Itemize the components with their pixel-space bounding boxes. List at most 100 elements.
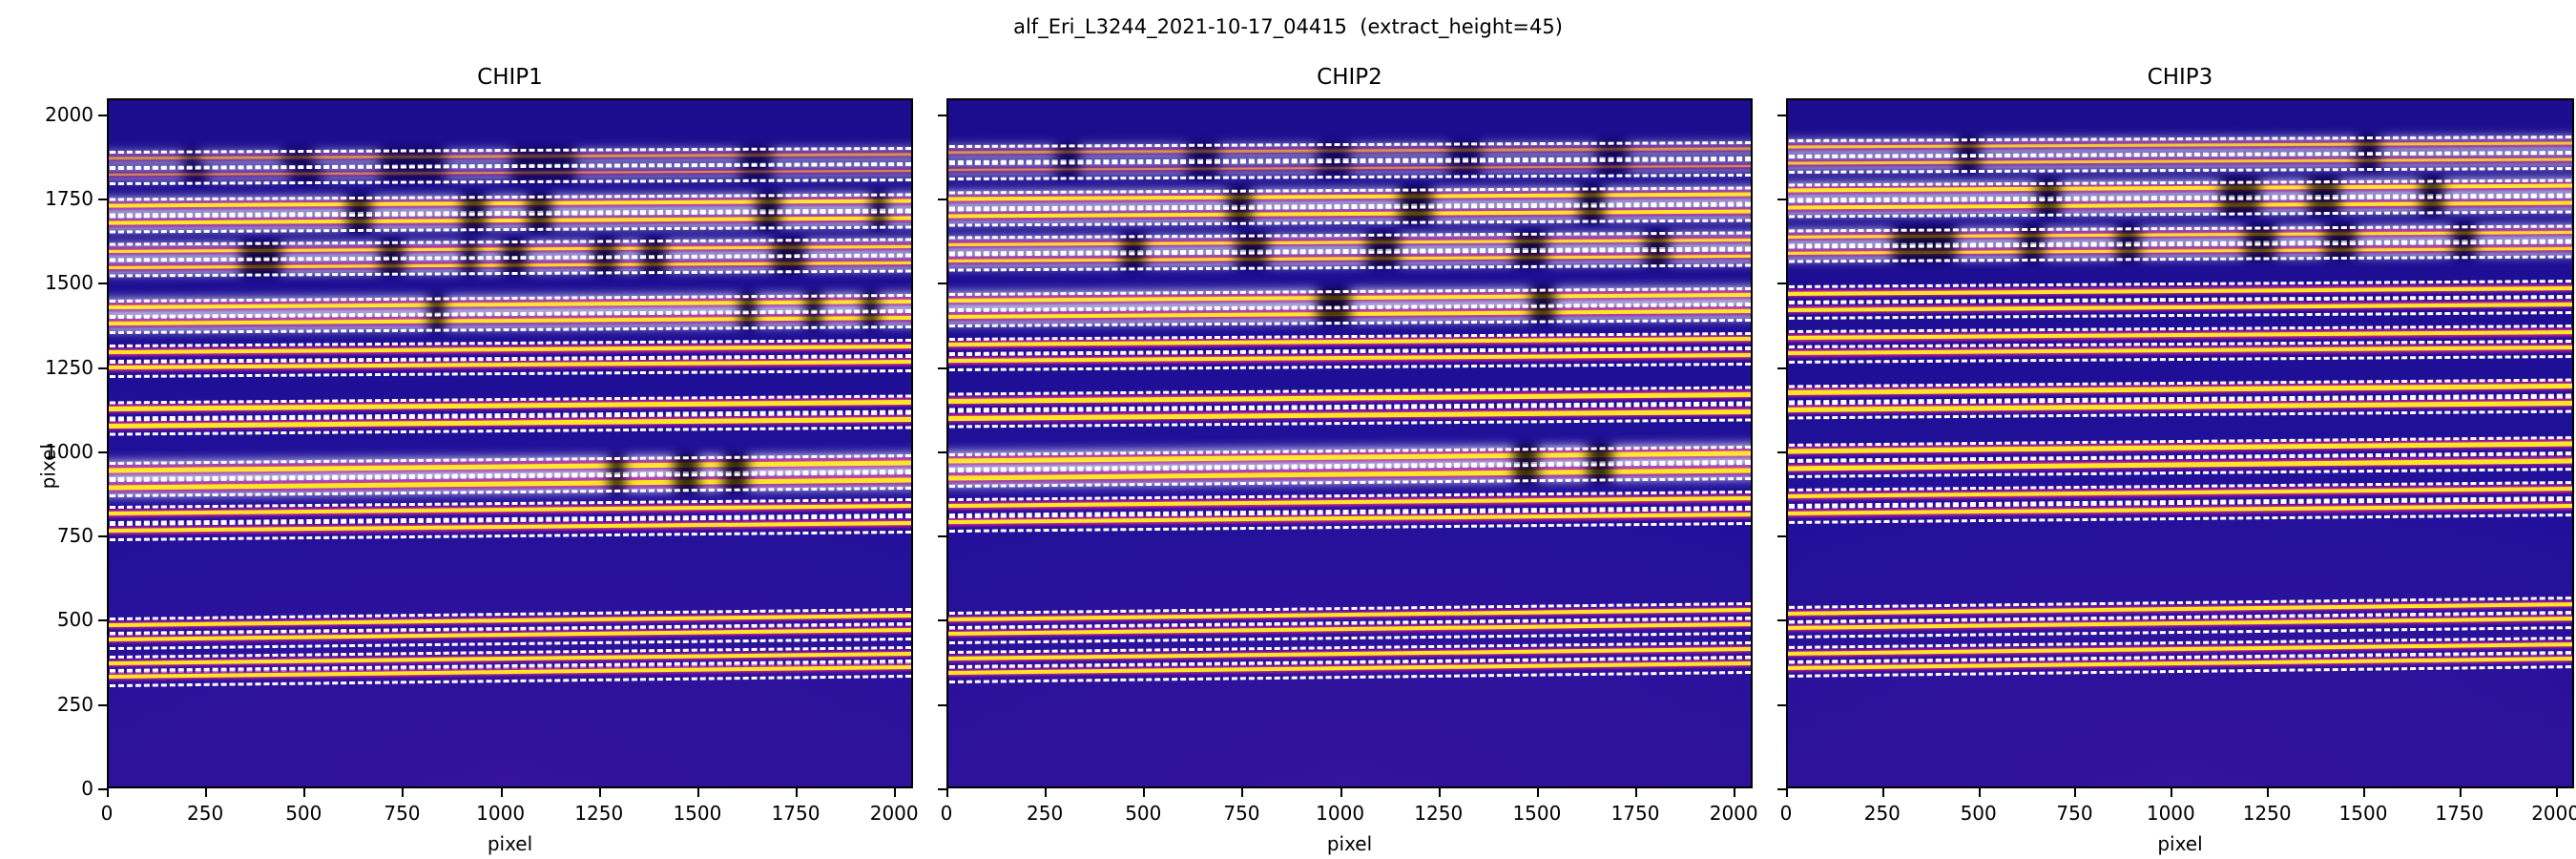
x-tick-mark xyxy=(946,788,948,797)
x-tick-mark xyxy=(402,788,405,797)
x-tick-mark xyxy=(1143,788,1146,797)
y-tick-mark xyxy=(98,450,107,453)
y-tick-label: 750 xyxy=(56,524,93,548)
y-tick-label: 500 xyxy=(56,608,93,632)
y-tick-mark xyxy=(938,199,946,201)
x-tick-label: 250 xyxy=(187,802,224,825)
y-tick-mark xyxy=(98,535,107,538)
x-tick-label: 2000 xyxy=(2531,802,2576,825)
y-tick-mark xyxy=(1777,114,1786,116)
y-axis-label: pixel xyxy=(36,443,59,489)
y-tick-mark xyxy=(938,619,946,622)
x-axis-label: pixel xyxy=(1326,832,1373,855)
y-tick-mark xyxy=(938,114,946,116)
x-tick-label: 0 xyxy=(100,802,114,825)
x-tick-label: 1250 xyxy=(2242,802,2292,825)
x-tick-mark xyxy=(894,788,897,797)
x-tick-mark xyxy=(107,788,109,797)
x-axis-label: pixel xyxy=(2157,832,2203,855)
axes-title-chip3: CHIP3 xyxy=(2147,65,2213,90)
x-tick-mark xyxy=(1045,788,1048,797)
y-tick-mark xyxy=(98,788,107,790)
y-tick-mark xyxy=(1777,283,1786,285)
y-tick-mark xyxy=(1777,450,1786,453)
y-tick-mark xyxy=(98,367,107,369)
y-tick-label: 250 xyxy=(56,692,93,716)
x-tick-label: 1000 xyxy=(476,802,526,825)
x-tick-label: 1500 xyxy=(1512,802,1562,825)
x-tick-label: 250 xyxy=(1863,802,1901,825)
y-tick-mark xyxy=(938,283,946,285)
x-tick-label: 0 xyxy=(940,802,953,825)
y-tick-mark xyxy=(1777,535,1786,538)
y-tick-label: 1250 xyxy=(45,355,93,379)
axes-chip1: CHIP1 0 250 500 750 1000 1250 1500 1750 2000 0 250 5… xyxy=(36,65,919,855)
x-tick-label: 1000 xyxy=(2146,802,2195,825)
x-tick-label: 1250 xyxy=(574,802,624,825)
y-tick-mark xyxy=(98,199,107,201)
x-tick-mark xyxy=(2555,788,2558,797)
axes-title-chip1: CHIP1 xyxy=(477,65,543,90)
y-tick-mark xyxy=(1777,703,1786,706)
x-tick-mark xyxy=(1734,788,1736,797)
x-tick-mark xyxy=(1438,788,1441,797)
y-tick-mark xyxy=(938,367,946,369)
x-tick-mark xyxy=(696,788,699,797)
x-tick-label: 2000 xyxy=(1709,802,1758,825)
x-tick-label: 1500 xyxy=(2338,802,2388,825)
y-tick-mark xyxy=(938,703,946,706)
x-tick-label: 1750 xyxy=(771,802,821,825)
x-tick-mark xyxy=(598,788,601,797)
y-tick-mark xyxy=(98,703,107,706)
y-tick-mark xyxy=(98,114,107,116)
x-tick-mark xyxy=(303,788,306,797)
y-tick-label: 1000 xyxy=(45,439,93,463)
y-tick-mark xyxy=(98,283,107,285)
x-tick-label: 0 xyxy=(1779,802,1793,825)
x-tick-mark xyxy=(1635,788,1638,797)
axes-chip2: CHIP2 0 250 500 750 1000 1250 1500 1750 2000 pixel xyxy=(938,65,1758,855)
x-tick-label: 250 xyxy=(1027,802,1064,825)
axes-chip3: CHIP3 0 250 500 750 1000 1250 1500 1750 2000 pixel xyxy=(1777,65,2576,855)
x-tick-mark xyxy=(2362,788,2365,797)
x-tick-mark xyxy=(205,788,208,797)
x-tick-mark xyxy=(1881,788,1884,797)
x-tick-label: 750 xyxy=(1223,802,1260,825)
x-tick-label: 1750 xyxy=(2435,802,2484,825)
y-tick-mark xyxy=(1777,367,1786,369)
y-tick-label: 2000 xyxy=(45,102,93,126)
y-tick-label: 1500 xyxy=(45,271,93,295)
y-tick-mark xyxy=(1777,199,1786,201)
x-tick-label: 2000 xyxy=(869,802,919,825)
y-tick-mark xyxy=(938,788,946,790)
plot-frame-chip3 xyxy=(1786,98,2574,788)
x-tick-mark xyxy=(1786,788,1788,797)
x-tick-mark xyxy=(2171,788,2173,797)
x-tick-mark xyxy=(1241,788,1244,797)
x-tick-mark xyxy=(1536,788,1539,797)
y-tick-mark xyxy=(1777,788,1786,790)
x-tick-mark xyxy=(796,788,799,797)
x-tick-mark xyxy=(2459,788,2462,797)
x-tick-mark xyxy=(1978,788,1981,797)
x-tick-label: 500 xyxy=(285,802,322,825)
x-tick-label: 750 xyxy=(384,802,421,825)
x-tick-label: 1500 xyxy=(673,802,722,825)
y-tick-label: 1750 xyxy=(45,187,93,211)
x-tick-mark xyxy=(2074,788,2077,797)
x-tick-label: 1250 xyxy=(1414,802,1464,825)
y-tick-mark xyxy=(938,450,946,453)
x-tick-label: 500 xyxy=(1125,802,1162,825)
y-tick-mark xyxy=(98,619,107,622)
x-tick-mark xyxy=(2267,788,2270,797)
y-tick-mark xyxy=(938,535,946,538)
x-tick-mark xyxy=(500,788,503,797)
x-tick-mark xyxy=(1340,788,1342,797)
y-tick-label: 0 xyxy=(81,777,93,800)
x-tick-label: 1750 xyxy=(1610,802,1660,825)
x-tick-label: 1000 xyxy=(1316,802,1365,825)
axes-title-chip2: CHIP2 xyxy=(1317,65,1382,90)
plot-frame-chip1 xyxy=(107,98,913,788)
y-tick-mark xyxy=(1777,619,1786,622)
